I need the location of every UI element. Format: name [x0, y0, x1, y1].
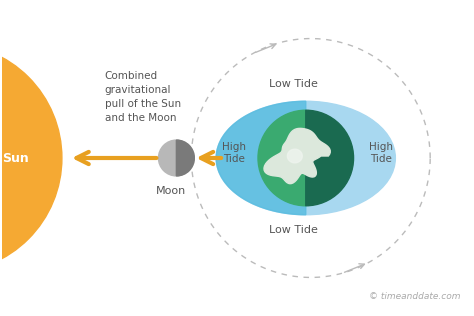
Ellipse shape — [216, 101, 395, 215]
Text: © timeanddate.com: © timeanddate.com — [369, 292, 460, 301]
Circle shape — [0, 44, 62, 272]
Circle shape — [158, 140, 194, 176]
Text: Low Tide: Low Tide — [269, 225, 318, 235]
Wedge shape — [258, 110, 306, 206]
Wedge shape — [176, 140, 194, 176]
Text: High
Tide: High Tide — [222, 142, 246, 164]
Wedge shape — [306, 110, 354, 206]
Text: Sun: Sun — [2, 151, 28, 165]
Text: Moon: Moon — [156, 186, 187, 196]
Polygon shape — [287, 149, 302, 163]
Text: Low Tide: Low Tide — [269, 79, 318, 89]
Polygon shape — [264, 128, 330, 184]
Polygon shape — [216, 101, 306, 215]
Text: High
Tide: High Tide — [369, 142, 393, 164]
Text: Combined
gravitational
pull of the Sun
and the Moon: Combined gravitational pull of the Sun a… — [105, 71, 181, 124]
